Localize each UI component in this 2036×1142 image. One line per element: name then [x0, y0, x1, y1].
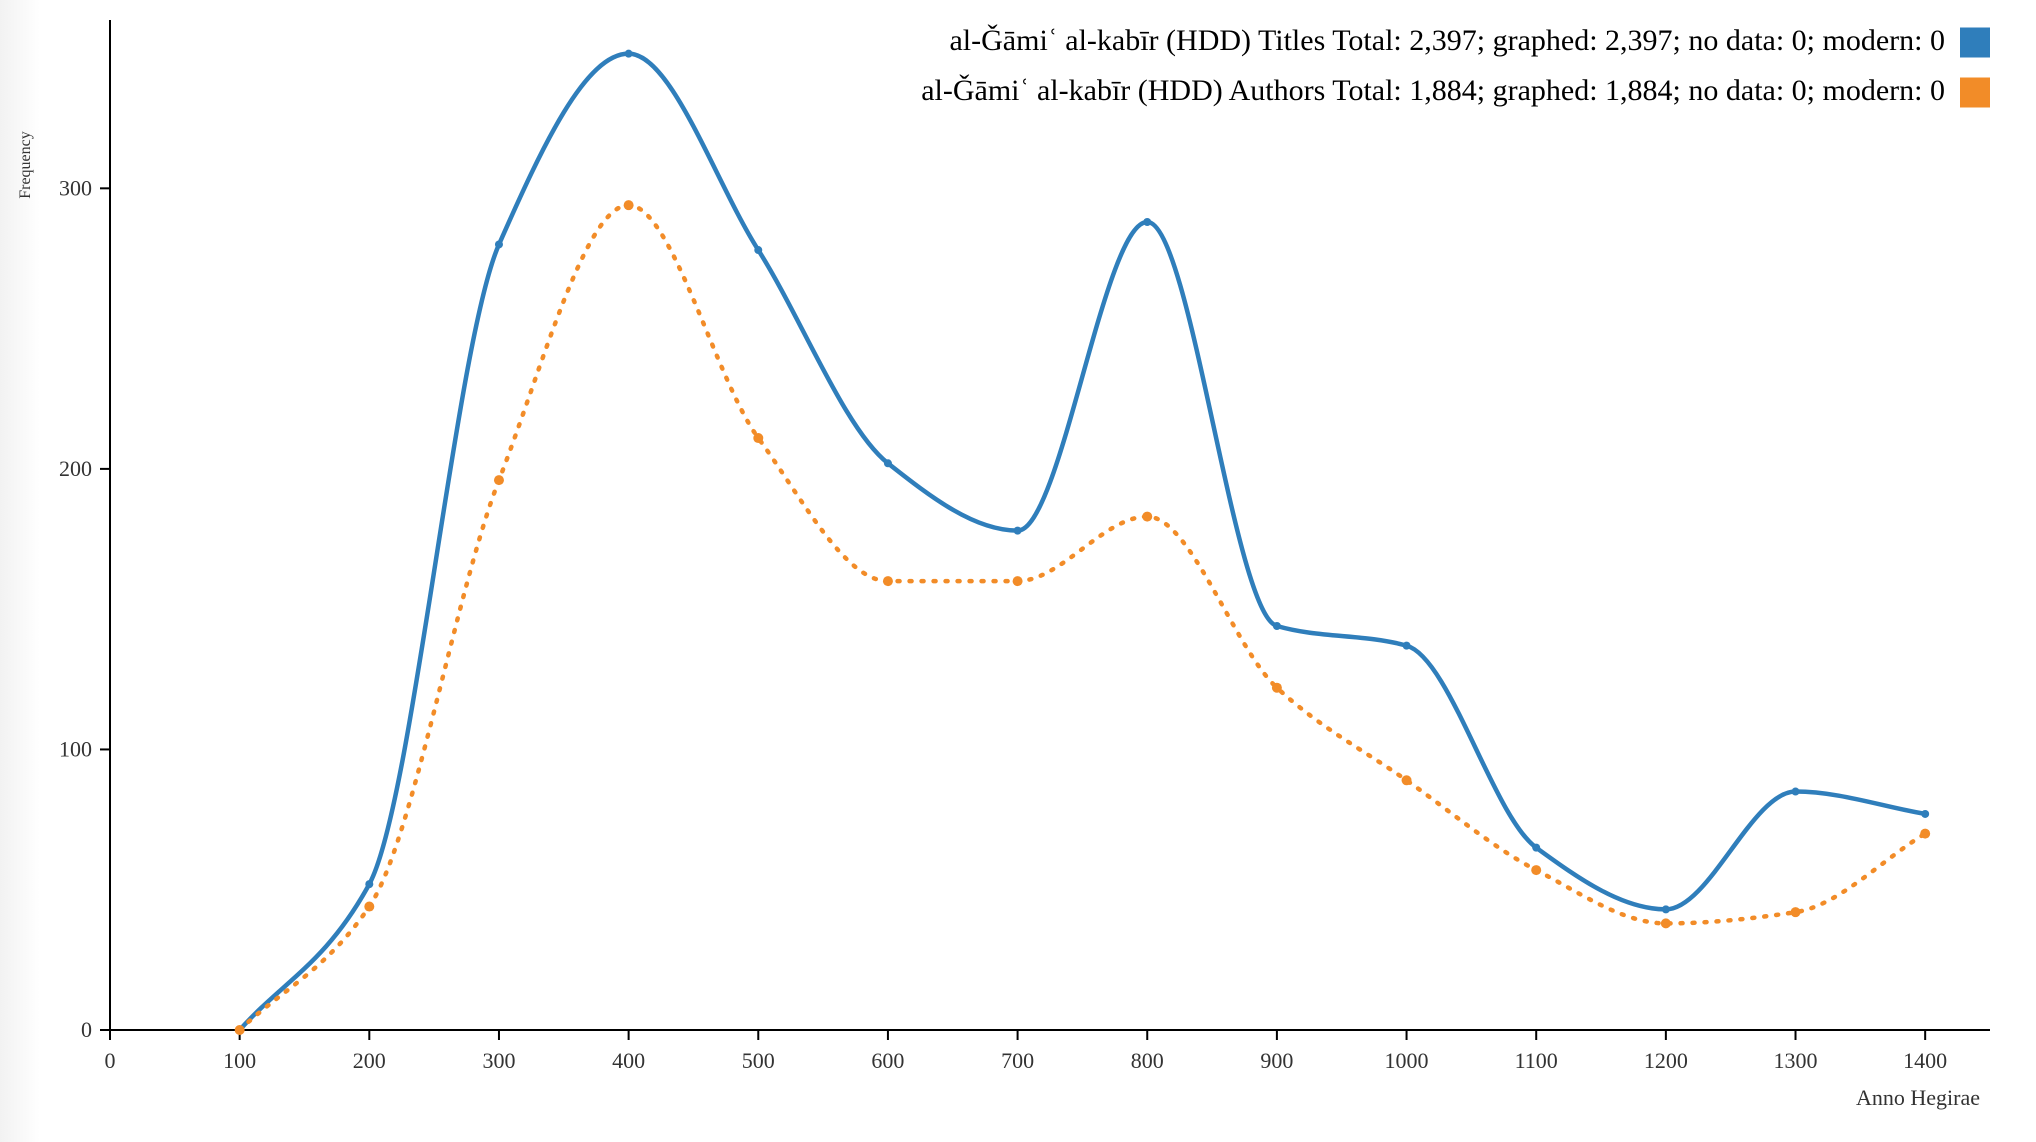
- chart-container: 0100200300400500600700800900100011001200…: [0, 0, 2036, 1142]
- series-marker-authors: [364, 902, 374, 912]
- x-tick-label: 900: [1260, 1048, 1293, 1073]
- series-marker-authors: [1142, 512, 1152, 522]
- series-marker-titles: [625, 50, 633, 58]
- series-marker-titles: [1403, 642, 1411, 650]
- x-tick-label: 1300: [1774, 1048, 1818, 1073]
- x-tick-label: 100: [223, 1048, 256, 1073]
- y-tick-label: 300: [59, 175, 92, 200]
- x-tick-label: 1100: [1515, 1048, 1558, 1073]
- series-marker-authors: [1791, 907, 1801, 917]
- x-tick-label: 800: [1131, 1048, 1164, 1073]
- series-marker-authors: [624, 200, 634, 210]
- series-marker-titles: [884, 459, 892, 467]
- x-tick-label: 700: [1001, 1048, 1034, 1073]
- series-marker-authors: [1661, 918, 1671, 928]
- series-marker-titles: [495, 240, 503, 248]
- y-tick-label: 200: [59, 456, 92, 481]
- series-marker-titles: [1792, 788, 1800, 796]
- x-tick-label: 500: [742, 1048, 775, 1073]
- series-marker-authors: [883, 576, 893, 586]
- series-marker-titles: [1014, 527, 1022, 535]
- legend-swatch-authors: [1960, 78, 1990, 108]
- series-marker-titles: [1662, 905, 1670, 913]
- legend-label-titles: al-Ǧāmiʿ al-kabīr (HDD) Titles Total: 2,…: [949, 24, 1945, 57]
- x-tick-label: 1400: [1903, 1048, 1947, 1073]
- series-marker-authors: [1920, 829, 1930, 839]
- y-tick-label: 100: [59, 736, 92, 761]
- series-marker-authors: [1402, 775, 1412, 785]
- series-marker-titles: [1273, 622, 1281, 630]
- x-tick-label: 1200: [1644, 1048, 1688, 1073]
- x-axis-label: Anno Hegirae: [1856, 1085, 1980, 1110]
- x-tick-label: 0: [105, 1048, 116, 1073]
- series-marker-titles: [754, 246, 762, 254]
- y-tick-label: 0: [81, 1017, 92, 1042]
- series-marker-titles: [1532, 844, 1540, 852]
- series-marker-authors: [1013, 576, 1023, 586]
- series-marker-titles: [365, 880, 373, 888]
- series-marker-authors: [494, 475, 504, 485]
- series-marker-authors: [235, 1025, 245, 1035]
- x-tick-label: 600: [871, 1048, 904, 1073]
- series-marker-authors: [1272, 683, 1282, 693]
- x-tick-label: 200: [353, 1048, 386, 1073]
- series-marker-authors: [753, 433, 763, 443]
- chart-svg: 0100200300400500600700800900100011001200…: [0, 0, 2036, 1142]
- x-tick-label: 1000: [1385, 1048, 1429, 1073]
- x-tick-label: 300: [482, 1048, 515, 1073]
- y-axis-label: Frequency: [17, 131, 34, 199]
- series-marker-authors: [1531, 865, 1541, 875]
- x-tick-label: 400: [612, 1048, 645, 1073]
- series-marker-titles: [1921, 810, 1929, 818]
- legend-swatch-titles: [1960, 28, 1990, 58]
- legend-label-authors: al-Ǧāmiʿ al-kabīr (HDD) Authors Total: 1…: [921, 74, 1945, 107]
- series-marker-titles: [1143, 218, 1151, 226]
- series-line-titles: [240, 54, 1926, 1030]
